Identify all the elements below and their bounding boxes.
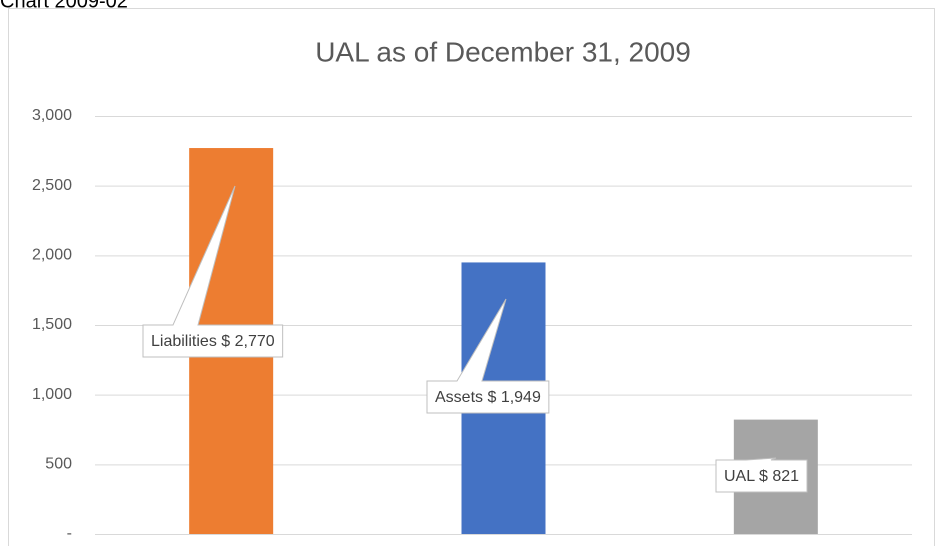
- callout-box: [715, 457, 808, 493]
- chart-title: UAL as of December 31, 2009: [315, 36, 691, 67]
- y-tick-label: 1,000: [32, 386, 72, 403]
- value-label: $ 2,770: [221, 333, 274, 350]
- data-label: Liabilities $ 2,770: [151, 333, 275, 350]
- category-name: Liabilities: [151, 333, 217, 350]
- data-label-callout: UAL $ 821: [715, 457, 808, 493]
- y-tick-label: 500: [45, 456, 72, 473]
- data-label-callout: Liabilities $ 2,770: [142, 185, 284, 358]
- y-tick-label: 2,000: [32, 247, 72, 264]
- y-tick-label: 3,000: [32, 107, 72, 124]
- y-tick-label: 2,500: [32, 177, 72, 194]
- data-label: Assets $ 1,949: [435, 389, 541, 406]
- value-label: $ 1,949: [487, 389, 540, 406]
- category-name: Assets: [435, 389, 483, 406]
- callout-box: [142, 185, 284, 358]
- callout-box: [426, 298, 550, 414]
- value-label: $ 821: [759, 468, 799, 485]
- y-tick-label: 1,500: [32, 316, 72, 333]
- data-label: UAL $ 821: [724, 468, 799, 485]
- y-tick-label: -: [67, 525, 72, 542]
- data-label-callout: Assets $ 1,949: [426, 298, 550, 414]
- category-name: UAL: [724, 468, 755, 485]
